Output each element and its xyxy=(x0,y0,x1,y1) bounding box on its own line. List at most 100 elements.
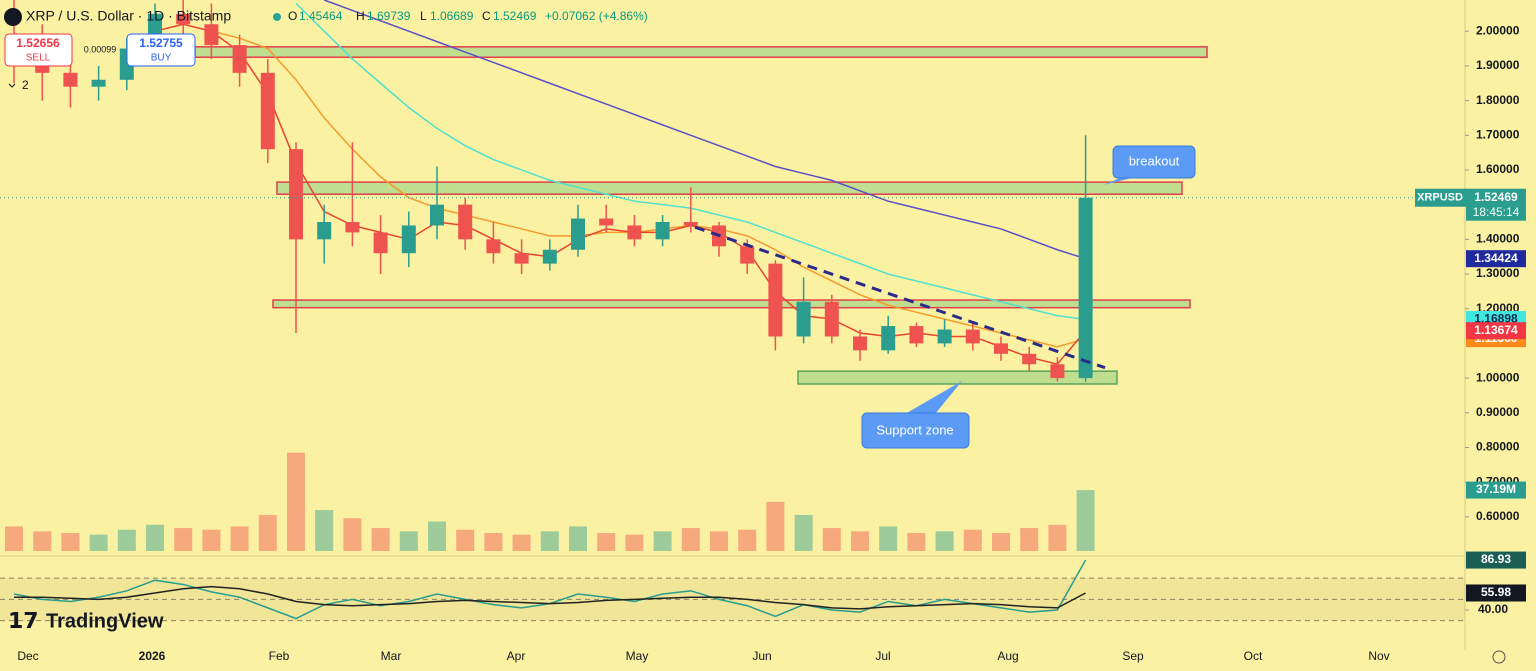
x-tick-label: May xyxy=(626,649,649,663)
moving-average xyxy=(211,30,1086,348)
volume-bar xyxy=(428,521,446,551)
buy-price: 1.52755 xyxy=(139,36,183,50)
candle-body xyxy=(401,225,416,254)
overlay: XRP / U.S. Dollar · 1D · Bitstamp O 1.45… xyxy=(4,8,1526,664)
x-tick-label: Mar xyxy=(381,649,402,663)
candle-body xyxy=(63,72,78,87)
volume-bar xyxy=(935,531,954,551)
buy-button[interactable] xyxy=(126,33,196,67)
x-tick-label: Dec xyxy=(17,649,38,663)
logo-mark: 𝟭𝟳 xyxy=(8,608,39,633)
candle-body xyxy=(768,263,783,337)
candle-body xyxy=(853,336,867,351)
volume-bar xyxy=(907,532,926,551)
candle-body xyxy=(260,72,275,150)
candle-body xyxy=(514,253,529,264)
ma-value-label-box xyxy=(1466,250,1526,268)
rsi-ma-line-value: 55.98 xyxy=(1481,585,1511,599)
x-tick-label: 2026 xyxy=(139,649,166,663)
ma-value-label: 1.13674 xyxy=(1474,323,1518,337)
x-tick-label: Nov xyxy=(1368,649,1389,663)
price-tag: 1.52469 xyxy=(1474,190,1518,204)
close: 1.52469 xyxy=(493,9,537,23)
rsi-pane xyxy=(0,559,1465,622)
settings-icon[interactable] xyxy=(1492,650,1506,664)
h-label: H xyxy=(356,9,365,23)
spread: 0.00099 xyxy=(84,44,117,54)
candle-body xyxy=(965,329,980,344)
zone xyxy=(797,370,1118,385)
candle-body xyxy=(655,222,670,240)
candle-body xyxy=(458,204,473,240)
low: 1.06689 xyxy=(430,9,474,23)
annotation: breakout xyxy=(1129,153,1180,168)
y-tick-label: 0.80000 xyxy=(1476,440,1520,454)
volume-bar xyxy=(371,528,390,551)
volume-bar xyxy=(653,531,672,551)
volume-bar xyxy=(174,528,193,551)
volume-bar xyxy=(258,514,277,551)
sell-button[interactable] xyxy=(4,33,73,67)
candle-body xyxy=(430,204,444,226)
x-tick-label: Aug xyxy=(997,649,1018,663)
y-tick-label: 1.00000 xyxy=(1476,370,1520,384)
price-tag-box xyxy=(1466,188,1526,221)
volume-label: 37.19M xyxy=(1476,482,1516,496)
candle-body xyxy=(1050,364,1065,379)
callout xyxy=(1112,145,1196,179)
rsi-ma-line xyxy=(14,585,1086,610)
collapse-icon[interactable] xyxy=(8,83,16,88)
volume-bar xyxy=(766,501,785,551)
rsi-ma-line-value-box xyxy=(1466,584,1526,602)
volume-bar xyxy=(569,526,587,551)
callout xyxy=(861,412,970,449)
x-tick-label: Apr xyxy=(507,649,526,663)
y-tick-label: 1.30000 xyxy=(1476,266,1520,280)
candle-body xyxy=(176,13,191,25)
candle-body xyxy=(1022,353,1037,365)
open: 1.45464 xyxy=(299,9,343,23)
candle-body xyxy=(599,218,614,226)
volume-bar xyxy=(1020,528,1039,551)
brand: TradingView xyxy=(46,610,164,632)
volume-bar xyxy=(963,529,982,551)
candle-body xyxy=(881,326,896,351)
volume-bar xyxy=(230,526,249,551)
volume-bar xyxy=(738,529,757,551)
volume-bar xyxy=(597,532,616,551)
candle-body xyxy=(289,149,303,240)
rsi-line-value: 86.93 xyxy=(1481,552,1511,566)
volume-bar xyxy=(512,534,531,551)
candle-body xyxy=(232,45,247,73)
ma-value-label: 1.16898 xyxy=(1474,312,1518,326)
candle-body xyxy=(994,343,1008,354)
y-tick-label: 0.90000 xyxy=(1476,405,1520,419)
change: +0.07062 (+4.86%) xyxy=(545,9,648,23)
volume-bar xyxy=(202,529,221,551)
y-tick-label: 0.60000 xyxy=(1476,509,1520,523)
candle-body xyxy=(91,79,106,87)
y-tick-label: 1.90000 xyxy=(1476,58,1520,72)
x-tick-label: Jul xyxy=(875,649,890,663)
x-tick-label: Oct xyxy=(1244,649,1263,663)
candle-body xyxy=(204,24,219,46)
volume-bar xyxy=(456,529,475,551)
volume-bar xyxy=(794,514,813,551)
zone xyxy=(272,299,1191,309)
zone xyxy=(194,46,1208,58)
candle-body xyxy=(486,239,501,254)
volume-bar xyxy=(117,529,136,551)
symbol-icon xyxy=(4,8,22,26)
candle-body xyxy=(571,218,585,250)
high: 1.69739 xyxy=(367,9,411,23)
symbol-tag xyxy=(1415,188,1466,207)
zone xyxy=(276,181,1183,195)
ma-value-label: 1.34424 xyxy=(1474,251,1518,265)
sell-label: SELL xyxy=(26,53,51,64)
candle-body xyxy=(824,301,839,337)
c-label: C xyxy=(482,9,491,23)
x-tick-label: Jun xyxy=(752,649,771,663)
y-tick-label: 2.00000 xyxy=(1476,23,1520,37)
